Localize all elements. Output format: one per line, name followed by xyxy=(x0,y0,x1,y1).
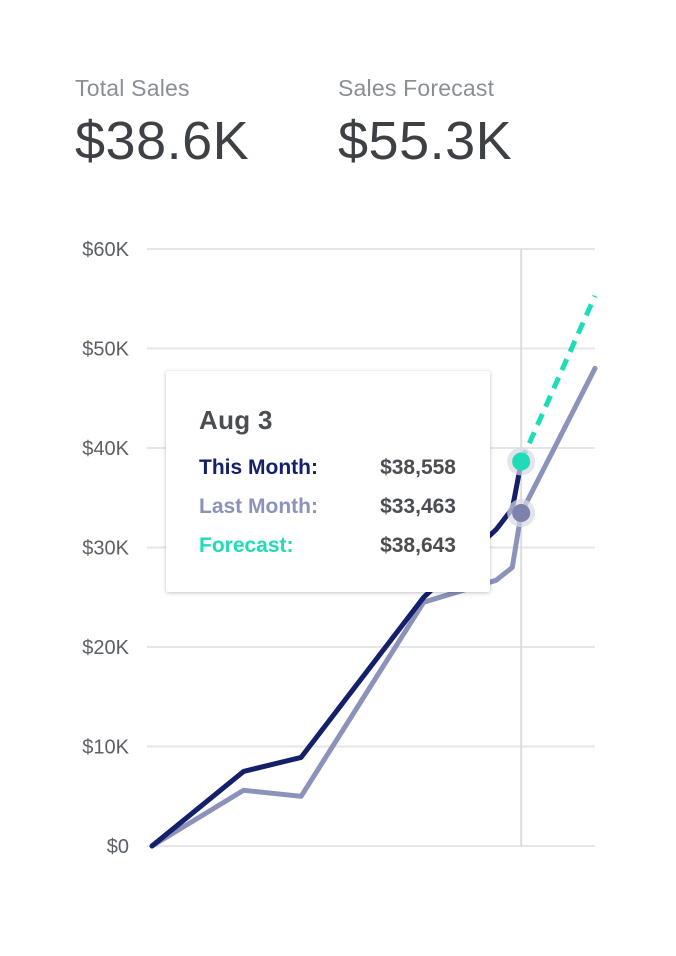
y-tick-label: $0 xyxy=(107,836,129,858)
y-tick-label: $20K xyxy=(82,637,129,659)
y-tick-label: $60K xyxy=(82,239,129,261)
y-axis: $0 $10K $20K $30K $40K $50K $60K xyxy=(82,239,129,858)
total-sales-value: $38.6K xyxy=(75,111,250,171)
y-tick-label: $50K xyxy=(82,339,129,361)
total-sales-label: Total Sales xyxy=(75,75,190,101)
sales-forecast-kpi: Sales Forecast $55.3K xyxy=(338,72,512,172)
total-sales-kpi: Total Sales $38.6K xyxy=(75,72,249,172)
forecast-point xyxy=(512,452,531,471)
forecast-line[interactable] xyxy=(518,294,598,463)
tooltip-date: Aug 3 xyxy=(199,405,273,435)
tooltip-label-forecast: Forecast: xyxy=(199,534,294,557)
sales-forecast-label: Sales Forecast xyxy=(338,75,495,101)
tooltip-label-this-month: This Month: xyxy=(199,456,318,479)
chart-tooltip: Aug 3 This Month: $38,558 Last Month: $3… xyxy=(166,371,490,592)
tooltip-label-last-month: Last Month: xyxy=(199,495,318,518)
y-tick-label: $10K xyxy=(82,737,129,759)
y-tick-label: $40K xyxy=(82,438,129,460)
tooltip-value-forecast: $38,643 xyxy=(380,534,456,557)
hover-markers xyxy=(507,447,536,528)
tooltip-value-last-month: $33,463 xyxy=(380,495,456,518)
y-tick-label: $30K xyxy=(82,538,129,560)
tooltip-value-this-month: $38,558 xyxy=(380,456,456,479)
sales-forecast-value: $55.3K xyxy=(338,111,513,171)
last-month-point xyxy=(512,504,531,523)
